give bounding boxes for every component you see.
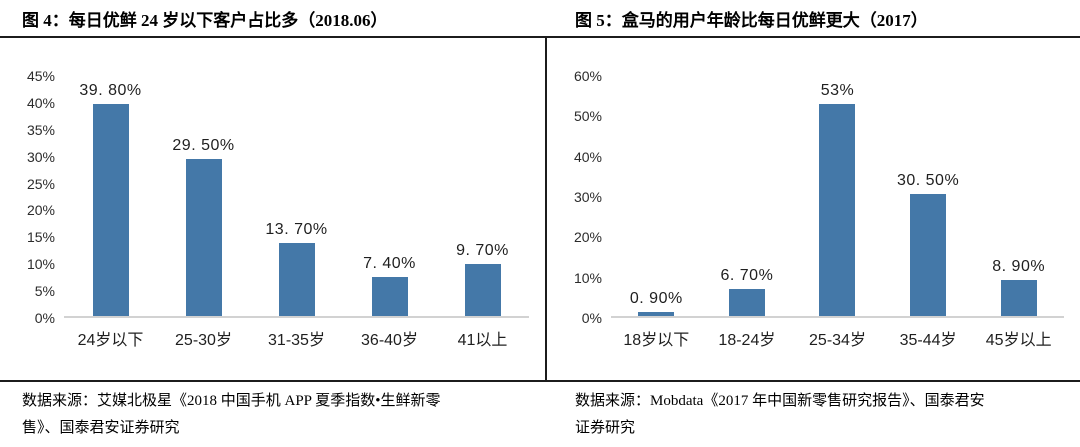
bar: [1000, 280, 1037, 316]
bar: [278, 242, 315, 316]
y-axis-tick-label: 20%: [26, 202, 55, 219]
x-axis-labels: 24岁以下 25-30岁 31-35岁 36-40岁 41以上: [64, 326, 529, 350]
figure5-source: 数据来源：Mobdata《2017 年中国新零售研究报告》、国泰君安 证券研究: [547, 382, 1080, 442]
bar-group: 7. 40%: [343, 76, 436, 316]
bar-group: 53%: [792, 76, 883, 316]
x-axis-category-label: 45岁以上: [985, 332, 1052, 349]
bar: [464, 264, 501, 316]
y-axis-tick-label: 40%: [26, 94, 55, 111]
bar-group: 8. 90%: [973, 76, 1064, 316]
figure5-chart: 60% 50% 40% 30% 20% 10% 0% 0. 90% 6. 70% 53% 30. …: [565, 68, 1064, 350]
x-axis-category-label: 41以上: [457, 332, 508, 349]
bar-group: 30. 50%: [883, 76, 974, 316]
bar-group: 9. 70%: [436, 76, 529, 316]
charts-row: 45% 40% 35% 30% 25% 20% 15% 10% 5% 0% 39. 80% 29. …: [0, 36, 1080, 382]
bar-group: 0. 90%: [611, 76, 702, 316]
y-axis-tick-label: 0%: [34, 309, 55, 326]
bar: [371, 276, 408, 316]
y-axis-tick-label: 50%: [573, 108, 602, 125]
bar: [910, 194, 947, 316]
figure4-chart: 45% 40% 35% 30% 25% 20% 15% 10% 5% 0% 39. 80% 29. …: [18, 68, 529, 350]
bar-group: 29. 50%: [157, 76, 250, 316]
y-axis-tick-label: 30%: [573, 188, 602, 205]
figure4-title-cell: 图 4：每日优鲜 24 岁以下客户占比多（2018.06）: [0, 6, 547, 31]
bar-value-label: 39. 80%: [79, 81, 142, 99]
y-axis-tick-label: 10%: [26, 256, 55, 273]
x-axis-category-label: 24岁以下: [77, 332, 144, 349]
bar: [638, 312, 675, 316]
figure5-title-cell: 图 5：盒马的用户年龄比每日优鲜更大（2017）: [547, 6, 1080, 31]
y-axis-tick-label: 5%: [34, 283, 55, 299]
x-axis-category-label: 25-30岁: [175, 332, 232, 349]
y-axis-tick-label: 20%: [573, 229, 602, 246]
x-axis-category-label: 25-34岁: [809, 332, 866, 349]
bar: [819, 104, 856, 316]
bar-value-label: 13. 70%: [265, 220, 328, 238]
plot-column: 0. 90% 6. 70% 53% 30. 50% 8. 90% 18岁以下 18-24岁…: [611, 76, 1064, 350]
bar: [92, 103, 129, 316]
bar-value-label: 8. 90%: [992, 258, 1046, 276]
x-axis-category-label: 18-24岁: [718, 332, 776, 349]
y-axis-tick-label: 60%: [573, 68, 602, 84]
x-axis-labels: 18岁以下 18-24岁 25-34岁 35-44岁 45岁以上: [611, 326, 1064, 350]
figure5-title: 图 5：盒马的用户年龄比每日优鲜更大（2017）: [575, 10, 928, 30]
sources-row: 数据来源：艾媒北极星《2018 中国手机 APP 夏季指数•生鲜新零 售》、国泰…: [0, 382, 1080, 442]
x-axis-category-label: 18岁以下: [623, 332, 690, 349]
bar-value-label: 6. 70%: [720, 267, 774, 285]
source-text-line: 售》、国泰君安证券研究: [22, 420, 180, 436]
y-axis-tick-label: 0%: [581, 309, 602, 326]
figure5-chart-panel: 60% 50% 40% 30% 20% 10% 0% 0. 90% 6. 70% 53% 30. …: [547, 38, 1080, 380]
bar-value-label: 30. 50%: [896, 172, 960, 189]
bar-group: 6. 70%: [702, 76, 793, 316]
plot-area: 0. 90% 6. 70% 53% 30. 50% 8. 90%: [611, 76, 1064, 318]
y-axis-tick-label: 45%: [26, 68, 55, 84]
bar-value-label: 9. 70%: [456, 242, 509, 260]
x-axis-category-label: 31-35岁: [268, 332, 325, 349]
bar-value-label: 0. 90%: [629, 290, 683, 308]
y-axis-tick-label: 30%: [26, 148, 55, 165]
y-axis: 60% 50% 40% 30% 20% 10% 0%: [565, 68, 611, 326]
figure4-source: 数据来源：艾媒北极星《2018 中国手机 APP 夏季指数•生鲜新零 售》、国泰…: [0, 382, 547, 442]
bar-value-label: 53%: [820, 82, 855, 99]
bar-value-label: 7. 40%: [363, 254, 416, 272]
figure4-chart-panel: 45% 40% 35% 30% 25% 20% 15% 10% 5% 0% 39. 80% 29. …: [0, 38, 547, 380]
source-text-line: 数据来源：艾媒北极星《2018 中国手机 APP 夏季指数•生鲜新零: [22, 393, 441, 409]
bar-group: 13. 70%: [250, 76, 343, 316]
figure4-title: 图 4：每日优鲜 24 岁以下客户占比多（2018.06）: [22, 10, 388, 30]
y-axis-tick-label: 35%: [26, 121, 55, 138]
bar: [185, 158, 222, 316]
plot-column: 39. 80% 29. 50% 13. 70% 7. 40% 9. 70% 24岁以下 2…: [64, 76, 529, 350]
plot-area: 39. 80% 29. 50% 13. 70% 7. 40% 9. 70%: [64, 76, 529, 318]
x-axis-category-label: 35-44岁: [899, 332, 957, 349]
figure-titles-row: 图 4：每日优鲜 24 岁以下客户占比多（2018.06） 图 5：盒马的用户年…: [0, 0, 1080, 36]
bar-value-label: 29. 50%: [172, 136, 235, 154]
y-axis-tick-label: 15%: [26, 229, 55, 246]
y-axis: 45% 40% 35% 30% 25% 20% 15% 10% 5% 0%: [18, 68, 64, 326]
source-text-line: 数据来源：Mobdata《2017 年中国新零售研究报告》、国泰君安: [575, 393, 985, 409]
y-axis-tick-label: 40%: [573, 148, 602, 165]
source-text-line: 证券研究: [575, 420, 636, 436]
x-axis-category-label: 36-40岁: [361, 332, 418, 349]
y-axis-tick-label: 10%: [573, 269, 602, 286]
bar-group: 39. 80%: [64, 76, 157, 316]
bar: [728, 289, 765, 316]
y-axis-tick-label: 25%: [26, 175, 55, 192]
